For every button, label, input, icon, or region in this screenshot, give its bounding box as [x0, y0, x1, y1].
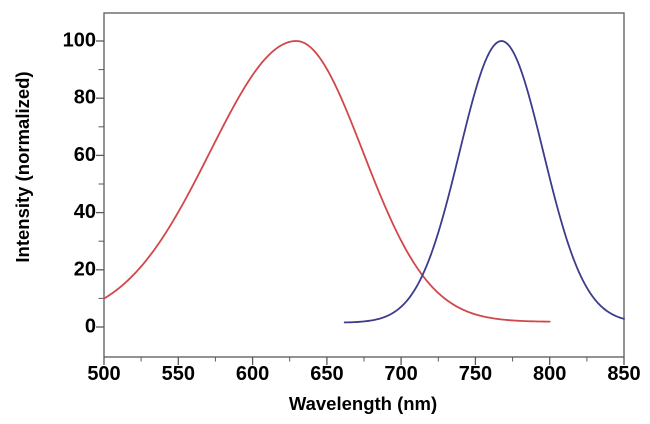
svg-text:750: 750 [459, 363, 492, 385]
svg-text:600: 600 [236, 363, 269, 385]
svg-text:80: 80 [74, 87, 96, 109]
svg-text:550: 550 [162, 363, 195, 385]
svg-text:20: 20 [74, 258, 96, 280]
svg-text:650: 650 [310, 363, 343, 385]
svg-text:60: 60 [74, 144, 96, 166]
svg-text:850: 850 [607, 363, 640, 385]
svg-text:500: 500 [87, 363, 120, 385]
svg-text:0: 0 [85, 316, 96, 338]
svg-text:Wavelength (nm): Wavelength (nm) [289, 393, 437, 414]
svg-text:100: 100 [63, 30, 96, 52]
svg-text:40: 40 [74, 201, 96, 223]
svg-text:800: 800 [533, 363, 566, 385]
svg-text:700: 700 [384, 363, 417, 385]
svg-text:Intensity (normalized): Intensity (normalized) [12, 71, 33, 262]
